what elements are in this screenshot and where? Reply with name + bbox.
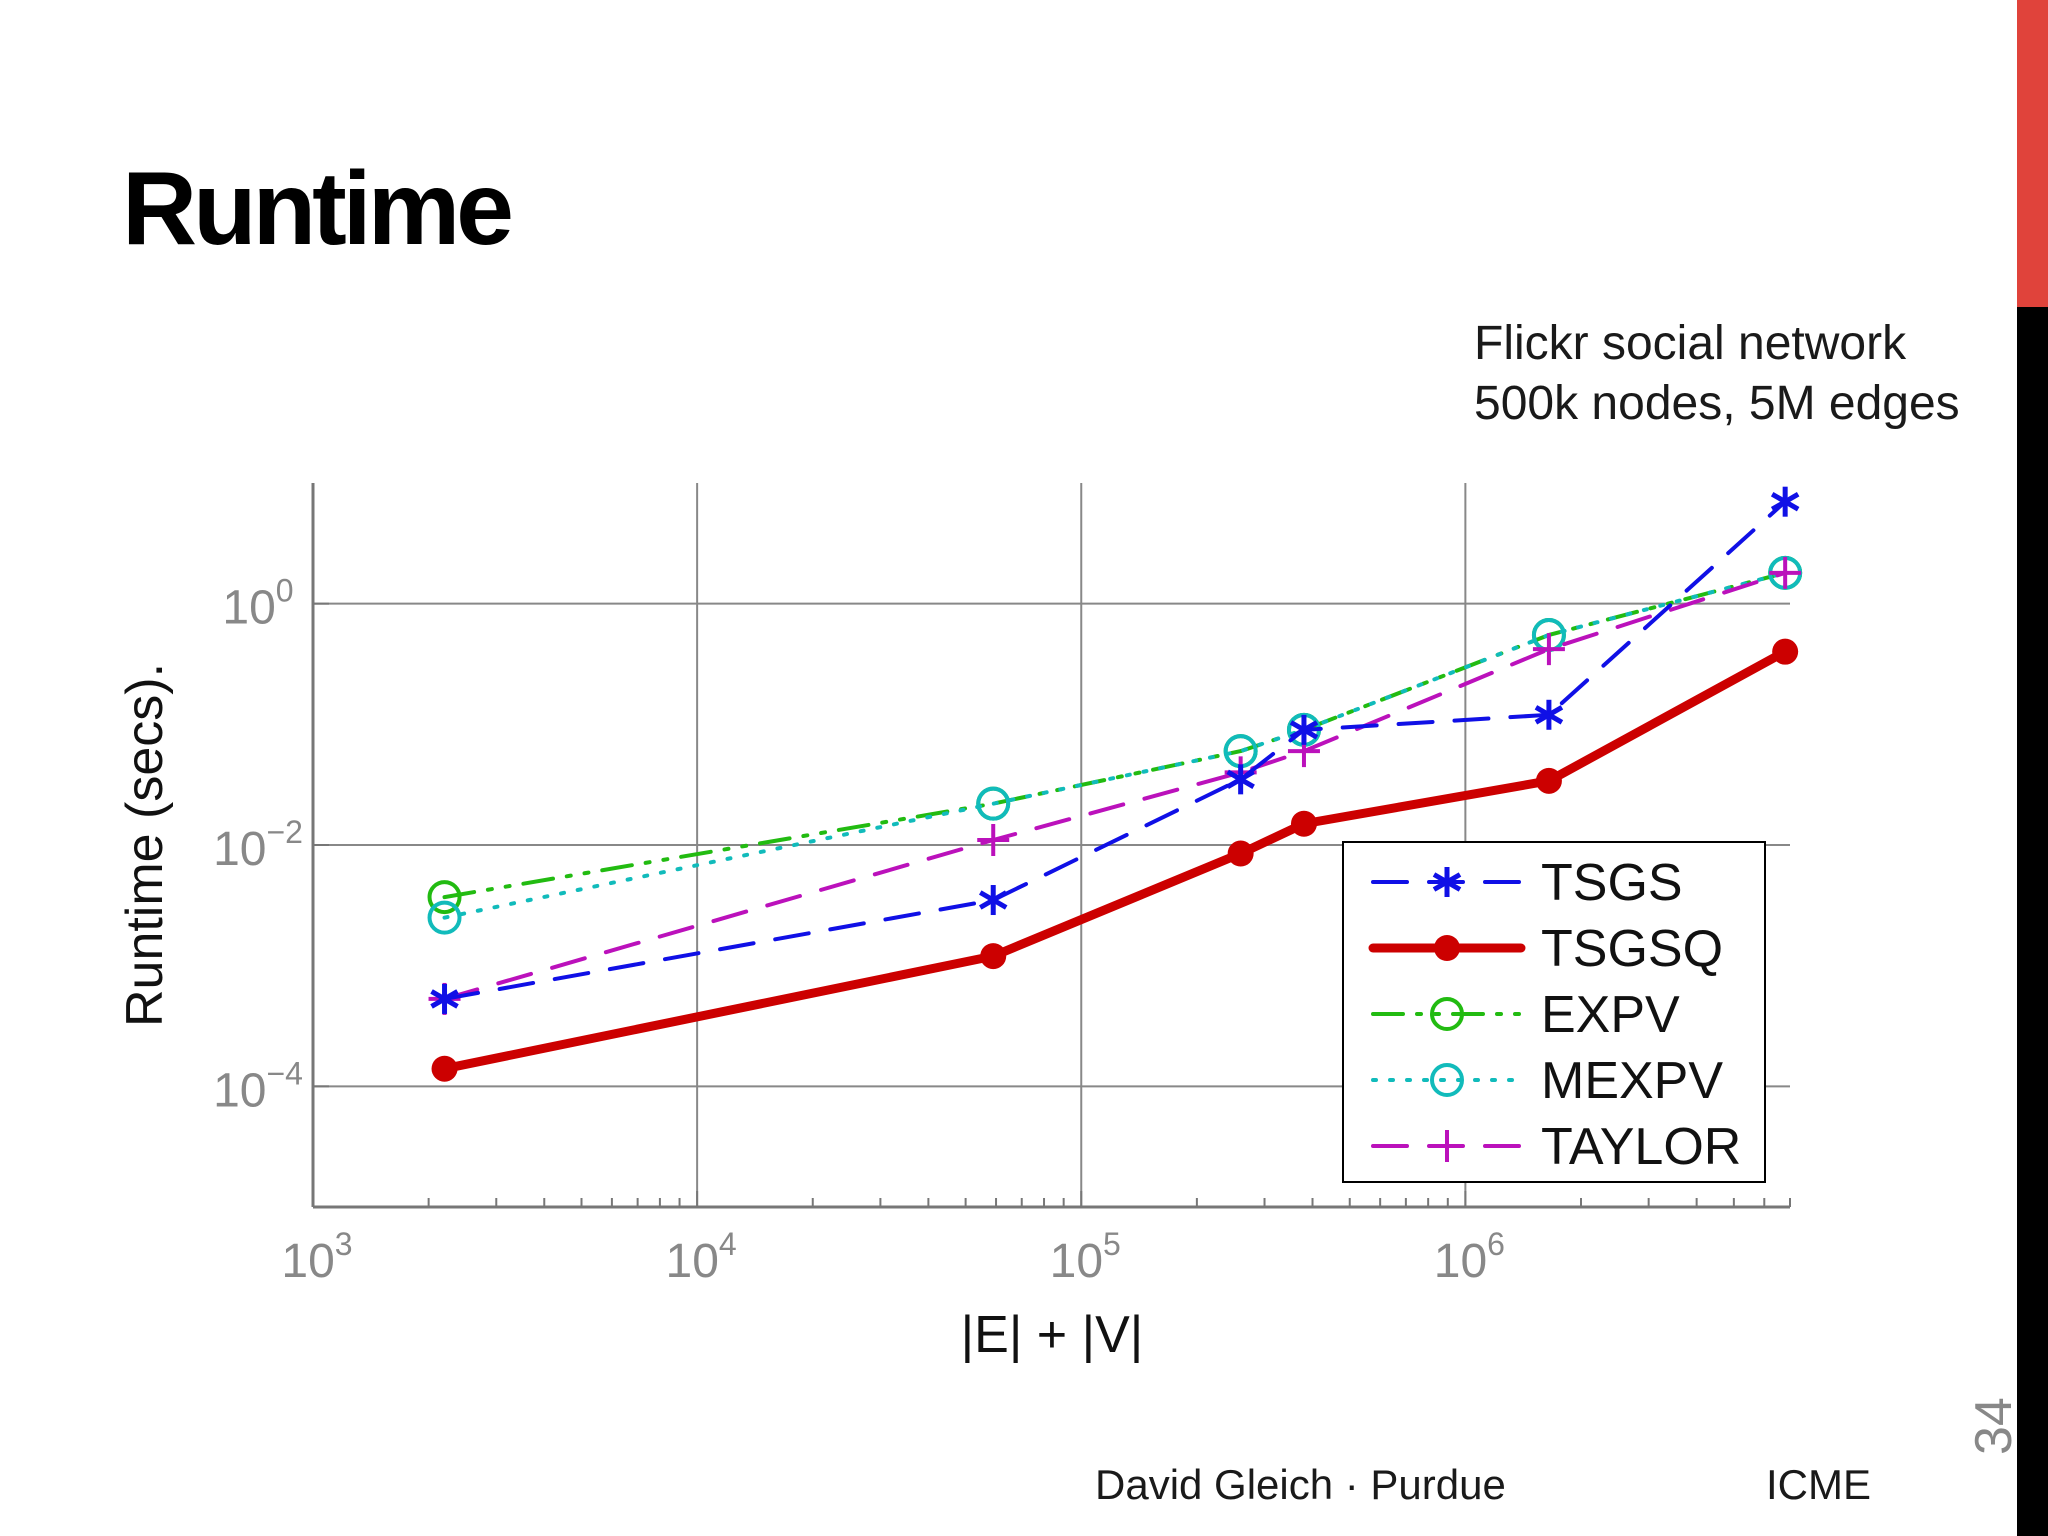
marker-stroke: [1432, 872, 1462, 892]
marker-ring: [976, 786, 1011, 821]
footer-author: David Gleich · Purdue: [1095, 1461, 1506, 1508]
data-point-mexpv: [427, 900, 462, 935]
accent-bar-red: [2017, 0, 2048, 307]
data-point-tsgs: [1770, 486, 1800, 517]
data-point-taylor: [1532, 633, 1565, 666]
marker-dot: [1227, 840, 1254, 867]
data-point-expv: [427, 880, 462, 915]
data-point-tsgsq: [1290, 810, 1317, 837]
data-point-tsgs: [430, 983, 459, 1014]
y-tick-label: 10−2: [213, 814, 303, 876]
subtitle-line-2: 500k nodes, 5M edges: [1474, 377, 1960, 430]
marker-stroke: [1289, 720, 1319, 740]
legend-label-mexpv: MEXPV: [1541, 1052, 1723, 1110]
data-point-tsgsq: [431, 1055, 458, 1082]
data-point-tsgsq: [980, 943, 1007, 970]
series-line-expv: [442, 570, 1788, 900]
marker-stroke: [978, 890, 1008, 910]
marker-dot: [1434, 935, 1460, 961]
x-tick-label: 105: [1050, 1226, 1121, 1288]
x-tick-label: 104: [666, 1226, 737, 1288]
data-point-mexpv: [976, 786, 1011, 821]
marker-dot: [980, 943, 1007, 970]
marker-dot: [1772, 638, 1799, 665]
legend: TSGS TSGSQ EXPV MEXPV TAYLOR: [1342, 841, 1766, 1183]
marker-ring: [1430, 997, 1464, 1031]
legend-label-expv: EXPV: [1541, 986, 1680, 1044]
legend-label-tsgs: TSGS: [1541, 854, 1683, 912]
series-line-tsgsq: [440, 647, 1790, 1074]
x-axis-label: |E| + |V|: [961, 1306, 1144, 1364]
legend-marker-tsgs: [1432, 867, 1462, 897]
marker-ring: [427, 880, 462, 915]
legend-label-taylor: TAYLOR: [1541, 1118, 1741, 1176]
marker-dot: [1535, 767, 1562, 794]
legend-marker-mexpv: [1430, 1063, 1464, 1097]
marker-dot: [431, 1055, 458, 1082]
series-line-taylor: [442, 570, 1788, 1001]
data-point-tsgs: [1289, 714, 1319, 745]
legend-marker-taylor: [1431, 1130, 1463, 1162]
legend-marker-expv: [1430, 997, 1464, 1031]
marker-ring: [1430, 1063, 1464, 1097]
data-point-tsgsq: [1535, 767, 1562, 794]
data-point-taylor: [977, 824, 1010, 857]
data-point-tsgs: [978, 885, 1008, 916]
marker-stroke: [1226, 769, 1255, 790]
accent-bar-black: [2017, 307, 2048, 1536]
series-line-tsgs: [442, 499, 1788, 1001]
marker-stroke: [430, 989, 459, 1009]
footer-org: ICME: [1766, 1461, 1871, 1508]
subtitle-line-1: Flickr social network: [1474, 317, 1907, 370]
data-point-taylor: [1769, 556, 1802, 589]
page-number: 34: [1965, 1397, 2023, 1455]
slide-title: Runtime: [122, 151, 514, 267]
data-point-tsgs: [1534, 699, 1564, 730]
marker-stroke: [1534, 705, 1564, 725]
data-point-tsgsq: [1772, 638, 1799, 665]
data-point-tsgsq: [1227, 840, 1254, 867]
x-tick-label: 103: [281, 1226, 352, 1288]
data-point-tsgs: [1226, 764, 1255, 795]
legend-box: [1342, 841, 1766, 1183]
marker-stroke: [1770, 492, 1800, 512]
x-tick-label: 106: [1434, 1226, 1505, 1288]
marker-ring: [427, 900, 462, 935]
y-axis-label: Runtime (secs).: [116, 663, 174, 1027]
y-tick-label: 100: [222, 573, 293, 635]
y-tick-label: 10−4: [213, 1055, 303, 1117]
marker-dot: [1290, 810, 1317, 837]
legend-label-tsgsq: TSGSQ: [1541, 920, 1723, 978]
legend-marker-tsgsq: [1434, 935, 1460, 961]
